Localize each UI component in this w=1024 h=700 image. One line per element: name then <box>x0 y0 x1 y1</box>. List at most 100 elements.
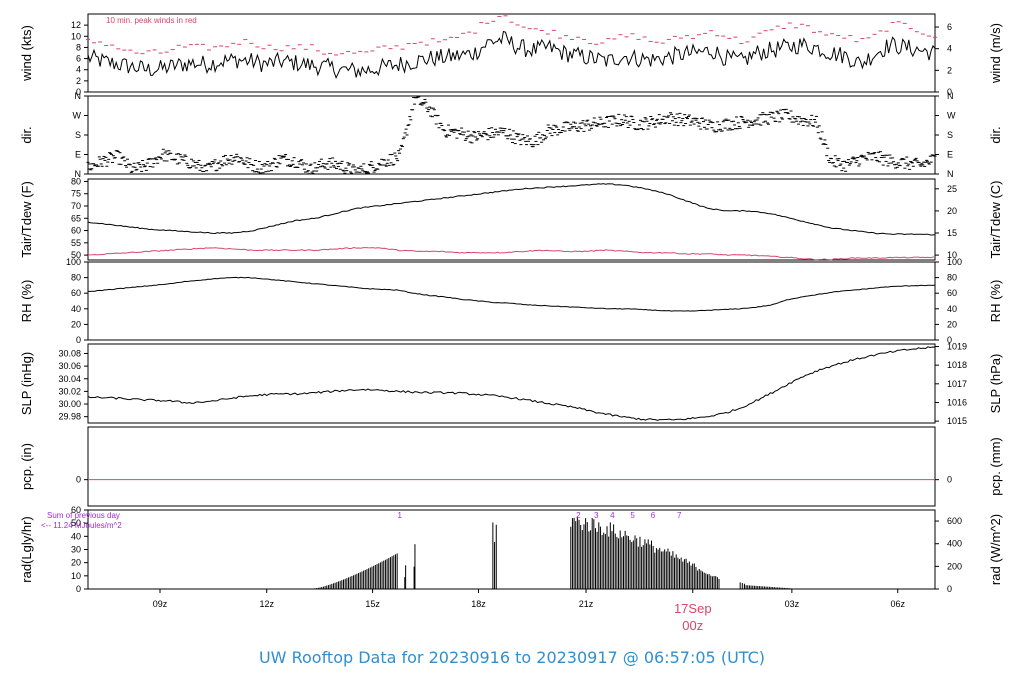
y-tick-label-pressure: 30.08 <box>58 348 81 358</box>
rad-marker: 1 <box>397 511 402 520</box>
y-label-right-pressure: SLP (hPa) <box>988 354 1003 414</box>
y-tick-right-label-rh: 20 <box>947 319 957 329</box>
y-tick-right-label-pressure: 1015 <box>947 416 967 426</box>
y-tick-right-label-radiation: 0 <box>947 584 952 594</box>
y-tick-label-dir: N <box>75 169 82 179</box>
y-tick-label-temperature: 60 <box>71 226 81 236</box>
rh-series-line <box>88 276 936 312</box>
y-label-right-rh: RH (%) <box>988 280 1003 323</box>
y-tick-label-temperature: 80 <box>71 176 81 186</box>
y-label-radiation: rad(Lgly/hr) <box>19 516 34 582</box>
y-tick-right-label-rh: 60 <box>947 288 957 298</box>
y-tick-label-wind: 6 <box>76 54 81 64</box>
date-label: 17Sep <box>674 601 712 616</box>
y-tick-label-radiation: 40 <box>71 531 81 541</box>
y-tick-right-label-pressure: 1017 <box>947 379 967 389</box>
y-label-right-radiation: rad (W/m^2) <box>988 514 1003 585</box>
y-tick-right-label-temperature: 10 <box>947 250 957 260</box>
y-tick-right-label-rh: 80 <box>947 273 957 283</box>
y-tick-right-label-temperature: 15 <box>947 228 957 238</box>
y-tick-label-pressure: 30.02 <box>58 386 81 396</box>
x-tick-label: 21z <box>579 599 594 609</box>
y-tick-label-wind: 4 <box>76 65 81 75</box>
y-tick-label-rh: 40 <box>71 304 81 314</box>
y-tick-label-radiation: 60 <box>71 505 81 515</box>
y-tick-right-label-rh: 0 <box>947 335 952 345</box>
rad-marker: 7 <box>677 511 682 520</box>
temperature-series-line <box>87 246 936 261</box>
y-tick-right-label-rh: 100 <box>947 257 962 267</box>
y-tick-right-label-radiation: 200 <box>947 561 962 571</box>
y-tick-label-dir: S <box>75 130 81 140</box>
y-tick-right-label-radiation: 400 <box>947 539 962 549</box>
y-tick-right-label-dir: N <box>947 169 954 179</box>
y-tick-right-label-wind: 4 <box>947 44 952 54</box>
y-tick-label-wind: 2 <box>76 76 81 86</box>
y-tick-label-pressure: 30.06 <box>58 361 81 371</box>
panel-frame-temperature <box>87 178 936 261</box>
y-label-temperature: Tair/Tdew (F) <box>19 181 34 258</box>
y-tick-label-rh: 60 <box>71 288 81 298</box>
y-tick-label-radiation: 20 <box>71 558 81 568</box>
y-label-rh: RH (%) <box>19 280 34 323</box>
y-tick-label-rh: 100 <box>66 257 81 267</box>
y-tick-right-label-rh: 40 <box>947 304 957 314</box>
x-tick-label: 03z <box>785 599 800 609</box>
y-tick-right-label-wind: 0 <box>947 87 952 97</box>
panel-frame-rh <box>87 261 936 341</box>
x-tick-label: 09z <box>153 599 168 609</box>
y-tick-label-radiation: 0 <box>76 584 81 594</box>
x-tick-label: 06z <box>890 599 905 609</box>
y-tick-right-label-dir: N <box>947 91 954 101</box>
y-tick-label-temperature: 50 <box>71 250 81 260</box>
y-tick-label-pressure: 30.00 <box>58 399 81 409</box>
y-tick-label-pressure: 29.98 <box>58 412 81 422</box>
pressure-series-line <box>87 346 936 421</box>
y-tick-label-radiation: 10 <box>71 571 81 581</box>
y-tick-label-rh: 80 <box>71 273 81 283</box>
x-tick-label: 12z <box>259 599 274 609</box>
y-tick-right-label-precip: 0 <box>947 475 952 485</box>
y-label-right-dir: dir. <box>988 126 1003 143</box>
rad-marker: 3 <box>594 511 599 520</box>
y-tick-label-radiation: 30 <box>71 545 81 555</box>
y-tick-label-wind: 8 <box>76 42 81 52</box>
y-tick-label-pressure: 30.04 <box>58 374 81 384</box>
y-tick-right-label-pressure: 1018 <box>947 360 967 370</box>
y-tick-right-label-dir: W <box>947 111 956 121</box>
y-tick-label-wind: 0 <box>76 87 81 97</box>
y-tick-right-label-temperature: 20 <box>947 206 957 216</box>
y-tick-label-rh: 20 <box>71 319 81 329</box>
panel-frame-pressure <box>87 343 936 424</box>
y-tick-label-wind: 12 <box>71 20 81 30</box>
y-tick-right-label-wind: 2 <box>947 65 952 75</box>
wind-series-line <box>87 30 936 79</box>
y-tick-right-label-pressure: 1016 <box>947 397 967 407</box>
y-label-right-wind: wind (m/s) <box>988 23 1003 84</box>
y-label-wind: wind (kts) <box>19 25 34 82</box>
y-tick-right-label-dir: S <box>947 130 953 140</box>
panel-frame-wind <box>87 13 936 93</box>
y-tick-label-dir: E <box>75 150 81 160</box>
date-tick-label: 00z <box>682 618 703 633</box>
y-label-pressure: SLP (inHg) <box>19 352 34 415</box>
y-tick-label-radiation: 50 <box>71 518 81 528</box>
y-tick-right-label-pressure: 1019 <box>947 341 967 351</box>
rad-marker: 6 <box>651 511 656 520</box>
y-tick-label-temperature: 65 <box>71 213 81 223</box>
panel-frame-radiation <box>87 509 936 590</box>
x-tick-label: 15z <box>365 599 380 609</box>
rad-marker: 4 <box>610 511 615 520</box>
y-tick-right-label-radiation: 600 <box>947 516 962 526</box>
rad-marker: 5 <box>630 511 635 520</box>
chart-title: UW Rooftop Data for 20230916 to 20230917… <box>258 648 766 667</box>
x-tick-label: 18z <box>471 599 486 609</box>
y-tick-right-label-dir: E <box>947 150 953 160</box>
y-tick-label-temperature: 70 <box>71 201 81 211</box>
y-label-right-temperature: Tair/Tdew (C) <box>988 180 1003 258</box>
y-tick-label-precip: 0 <box>76 475 81 485</box>
y-tick-label-temperature: 55 <box>71 238 81 248</box>
y-tick-label-rh: 0 <box>76 335 81 345</box>
y-label-precip: pcp. (in) <box>19 443 34 490</box>
